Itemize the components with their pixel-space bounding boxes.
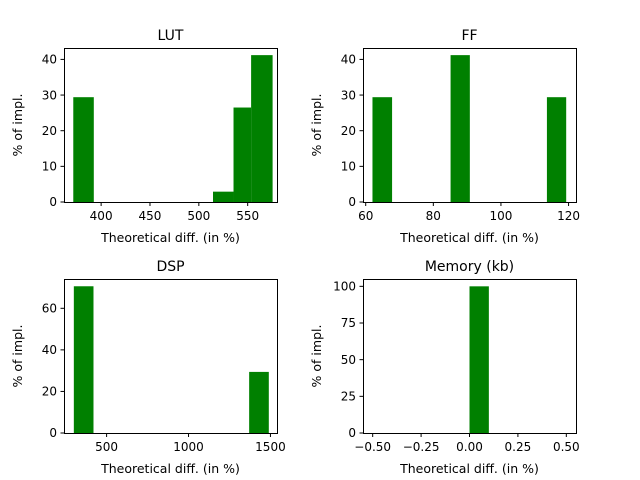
histogram-bar (372, 97, 393, 202)
axes-frame (363, 48, 577, 203)
histogram-bar (450, 55, 470, 202)
x-tick-label: 1500 (255, 440, 286, 454)
subplot-3: 500 1000 1500 0 20 40 60 DSP Theoretical diff. (… (10, 259, 286, 476)
y-tick-label: 75 (341, 316, 356, 330)
histogram-bar (469, 286, 489, 433)
histogram-bar (73, 97, 94, 202)
x-tick-label: 0.00 (456, 440, 483, 454)
x-tick-label: 1000 (173, 440, 204, 454)
x-tick-label: 0.25 (505, 440, 532, 454)
x-axis-label: Theoretical diff. (in %) (399, 230, 539, 245)
x-tick-label: 80 (426, 209, 441, 223)
y-axis-label: % of impl. (10, 325, 25, 388)
y-tick-label: 0 (348, 426, 356, 440)
y-tick-label: 50 (341, 353, 356, 367)
y-tick-label: 40 (42, 343, 57, 357)
y-tick-label: 30 (341, 88, 356, 102)
x-tick-label: 0.50 (553, 440, 580, 454)
y-tick-label: 10 (42, 160, 57, 174)
y-tick-label: 40 (341, 53, 356, 67)
axes-frame (64, 279, 278, 434)
y-tick-label: 25 (341, 390, 356, 404)
y-tick-label: 0 (49, 195, 57, 209)
y-tick-label: 40 (42, 53, 57, 67)
y-tick-label: 30 (42, 88, 57, 102)
x-tick-label: −0.50 (354, 440, 391, 454)
subplot-title: DSP (156, 259, 184, 275)
x-tick-label: 100 (489, 209, 512, 223)
histogram-bar (249, 371, 269, 433)
subplot-1: 400 450 500 550 0 10 20 30 40 LUT Theoretical diff… (10, 28, 278, 245)
y-tick-label: 20 (42, 124, 57, 138)
x-tick-label: 500 (187, 209, 210, 223)
y-tick-label: 20 (42, 385, 57, 399)
y-tick-label: 0 (348, 195, 356, 209)
x-axis-label: Theoretical diff. (in %) (399, 461, 539, 476)
x-tick-label: 550 (236, 209, 259, 223)
y-tick-label: 60 (42, 302, 57, 316)
y-axis-label: % of impl. (10, 94, 25, 157)
x-tick-label: 120 (557, 209, 580, 223)
y-axis-label: % of impl. (309, 325, 324, 388)
subplot-title: LUT (158, 28, 184, 44)
subplot-2: 60 80 100 120 0 10 20 30 40 FF Theoretical diff. (… (309, 28, 580, 245)
x-tick-label: 400 (90, 209, 113, 223)
y-tick-label: 100 (333, 280, 356, 294)
histogram-bar (73, 286, 94, 433)
x-tick-label: 450 (139, 209, 162, 223)
subplot-title: Memory (kb) (425, 259, 514, 275)
y-tick-label: 20 (341, 124, 356, 138)
y-axis-label: % of impl. (309, 94, 324, 157)
x-tick-label: 500 (95, 440, 118, 454)
histogram-bar (546, 97, 567, 202)
histogram-bar (213, 191, 234, 202)
axes-frame (64, 48, 278, 203)
y-tick-label: 0 (49, 426, 57, 440)
subplot-title: FF (461, 28, 477, 44)
x-tick-label: −0.25 (403, 440, 440, 454)
x-axis-label: Theoretical diff. (in %) (100, 461, 240, 476)
x-axis-label: Theoretical diff. (in %) (100, 230, 240, 245)
subplot-4: −0.50 −0.25 0.00 0.25 0.50 0 25 50 75 100 Memory (… (309, 259, 580, 476)
histogram-bar (233, 107, 252, 202)
x-tick-label: 60 (358, 209, 373, 223)
y-tick-label: 10 (341, 160, 356, 174)
histogram-bar (251, 55, 273, 202)
